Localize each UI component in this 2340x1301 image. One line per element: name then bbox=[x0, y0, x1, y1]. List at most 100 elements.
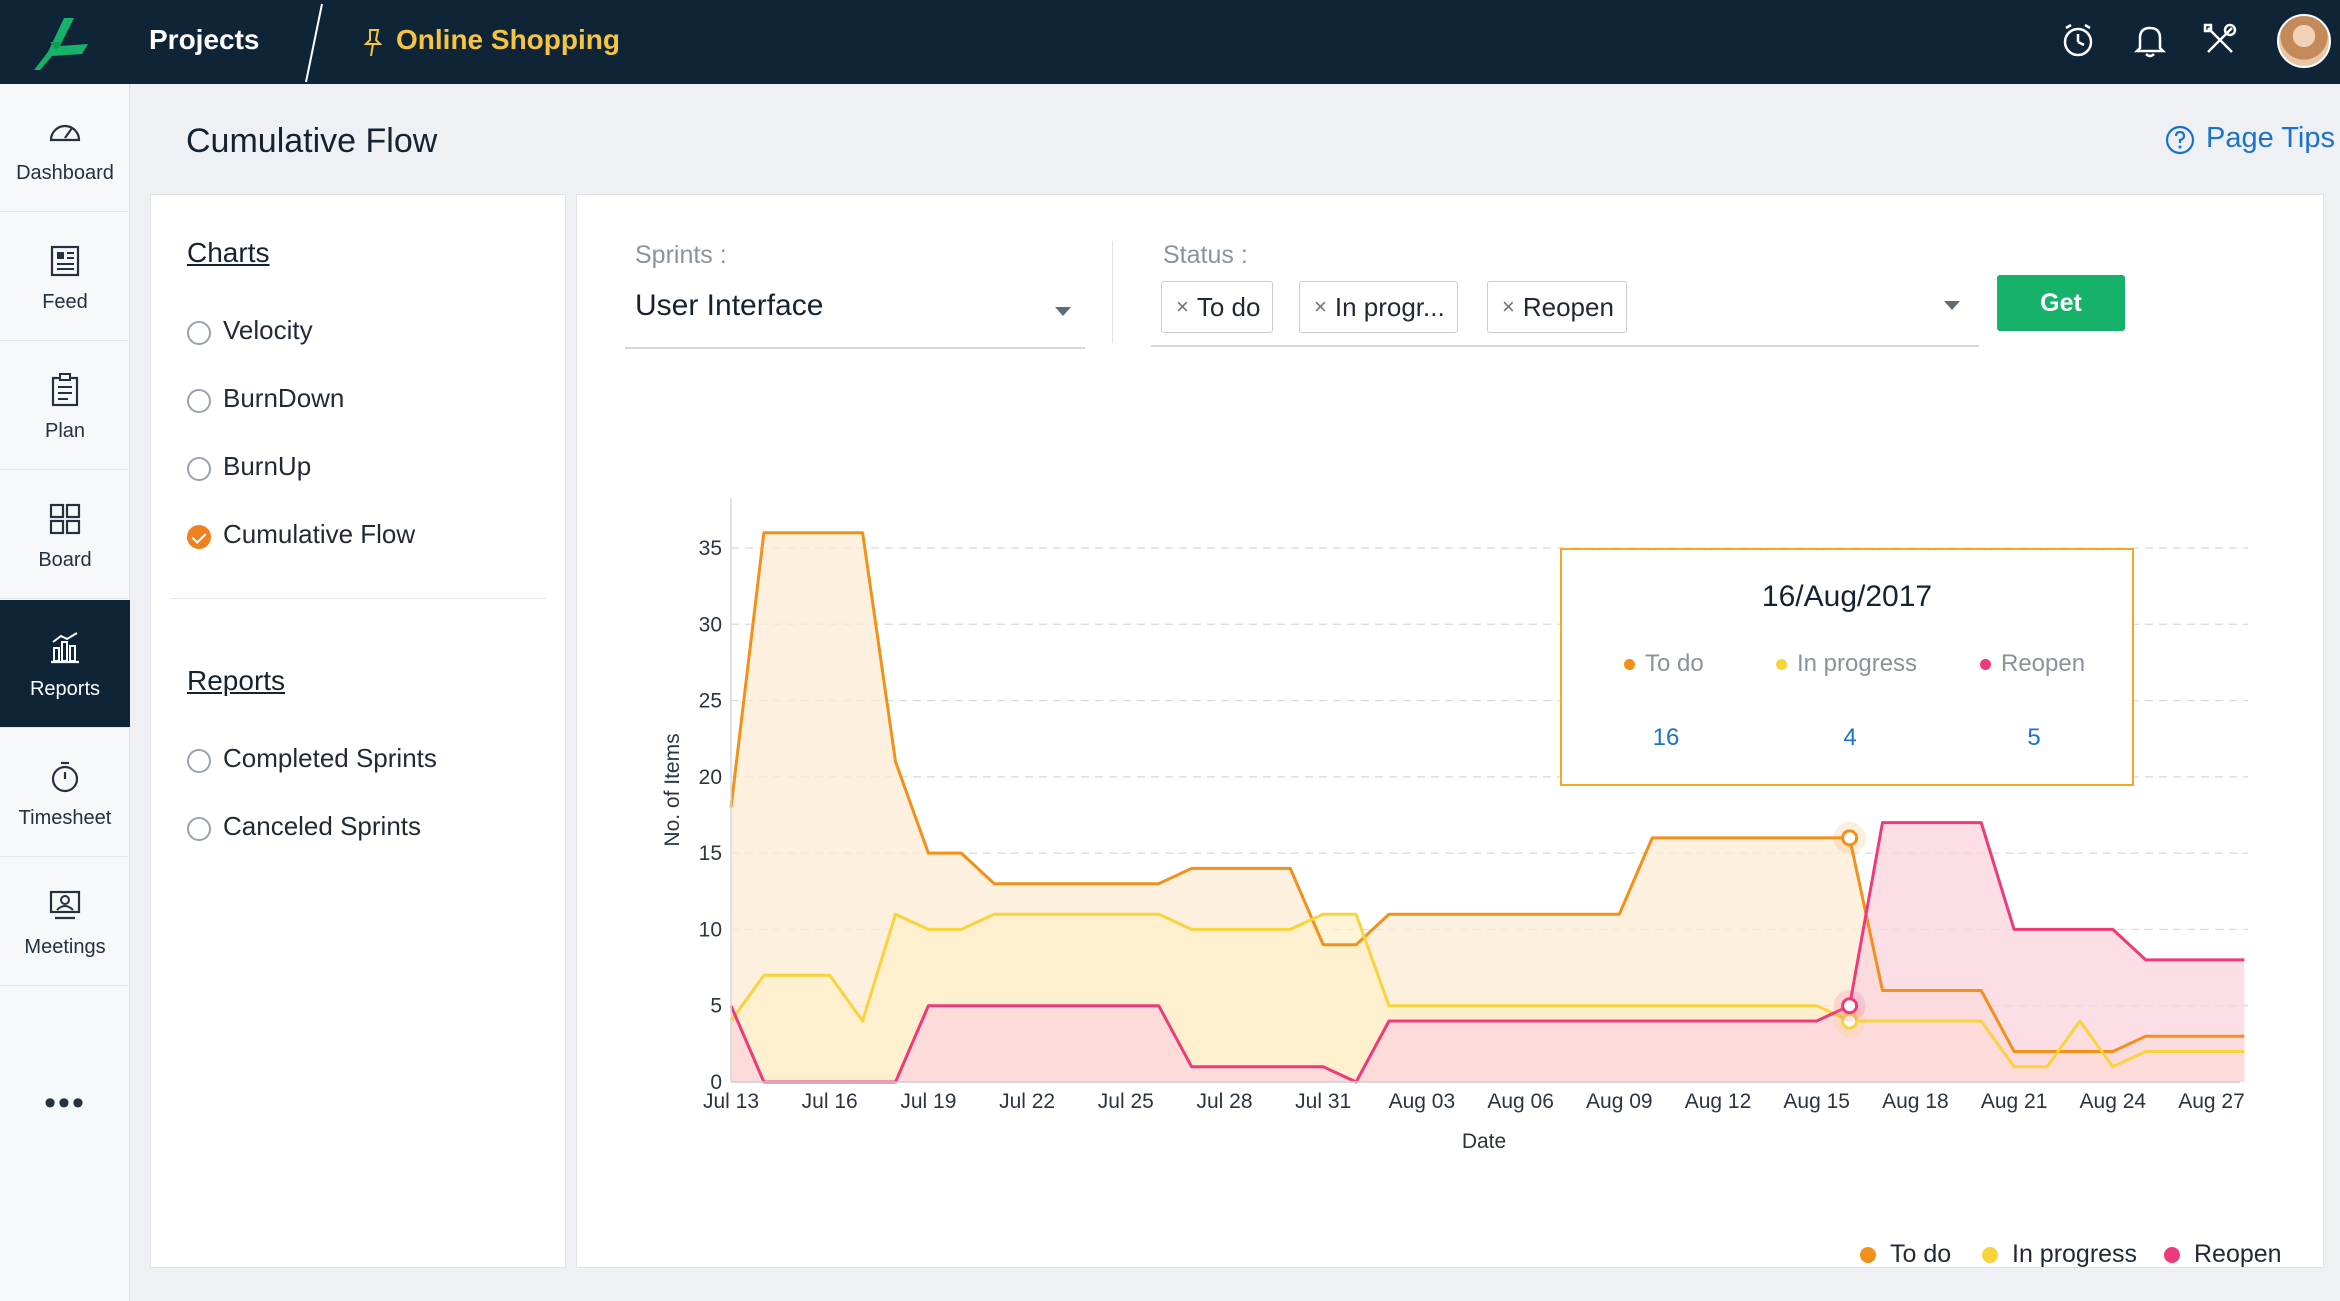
bell-icon[interactable] bbox=[2130, 20, 2170, 60]
meetings-icon bbox=[49, 890, 81, 920]
help-icon[interactable] bbox=[2164, 124, 2196, 156]
nav-label-plan: Plan bbox=[44, 420, 86, 442]
y-tick-label: 30 bbox=[699, 613, 722, 636]
nav-item-reports[interactable]: Reports bbox=[0, 600, 130, 728]
tooltip-date: 16/Aug/2017 bbox=[1761, 580, 1933, 613]
chart-tooltip: 16/Aug/2017 To do In progress Reopen 16 … bbox=[1560, 548, 2134, 786]
tooltip-series-to-do: To do bbox=[1624, 650, 1704, 678]
legend-dot bbox=[1982, 1246, 1998, 1263]
legend-label: In progress bbox=[2012, 1240, 2138, 1268]
page-title: Cumulative Flow bbox=[186, 122, 438, 160]
pin-icon bbox=[363, 29, 383, 57]
x-tick-label: Jul 22 bbox=[999, 1090, 1055, 1113]
chart-option-velocity[interactable]: Velocity bbox=[187, 313, 547, 353]
series-dot bbox=[1624, 659, 1635, 671]
nav-label-dashboard: Dashboard bbox=[16, 162, 114, 184]
y-tick-label: 35 bbox=[699, 537, 722, 560]
chart-option-burnup[interactable]: BurnUp bbox=[187, 449, 547, 489]
hover-point[interactable] bbox=[1841, 829, 1859, 847]
x-tick-label: Jul 19 bbox=[900, 1090, 956, 1113]
x-tick-label: Aug 03 bbox=[1389, 1090, 1456, 1113]
remove-chip-icon[interactable]: × bbox=[1176, 294, 1189, 319]
tooltip-series-name: To do bbox=[1645, 650, 1704, 677]
tooltip-series-in-progress: In progress bbox=[1776, 650, 1917, 678]
radio-label: Velocity bbox=[223, 315, 313, 345]
nav-item-timesheet[interactable]: Timesheet bbox=[0, 729, 130, 857]
x-tick-label: Aug 12 bbox=[1685, 1090, 1752, 1113]
nav-item-board[interactable]: Board bbox=[0, 471, 130, 599]
series-line-to-do[interactable] bbox=[729, 531, 2245, 1053]
get-button[interactable]: Get bbox=[1997, 275, 2125, 331]
radio-button[interactable] bbox=[187, 817, 211, 841]
x-tick-label: Aug 24 bbox=[2080, 1090, 2147, 1113]
chevron-down-icon[interactable] bbox=[1055, 307, 1071, 316]
breadcrumb-separator-icon bbox=[305, 3, 323, 83]
panel-divider bbox=[171, 598, 547, 599]
legend-item-to-do[interactable]: To do bbox=[1860, 1240, 1951, 1270]
report-option-canceled-sprints[interactable]: Canceled Sprints bbox=[187, 809, 547, 849]
status-chip-to-do: × To do bbox=[1161, 281, 1274, 333]
nav-item-feed[interactable]: Feed bbox=[0, 213, 130, 341]
radio-label: Canceled Sprints bbox=[223, 811, 421, 841]
tooltip-value-reopen: 5 bbox=[2027, 724, 2041, 751]
more-icon[interactable]: ••• bbox=[44, 1084, 86, 1122]
radio-label: BurnDown bbox=[223, 383, 345, 413]
hover-point[interactable] bbox=[1841, 997, 1859, 1015]
status-label: Status : bbox=[1163, 241, 1248, 269]
reports-icon bbox=[51, 632, 79, 664]
page-tips-link[interactable]: Page Tips bbox=[2206, 122, 2335, 154]
legend-item-in-progress[interactable]: In progress bbox=[1982, 1240, 2137, 1270]
chart-option-cumulative-flow[interactable]: Cumulative Flow bbox=[187, 517, 547, 557]
y-tick-label: 0 bbox=[710, 1071, 722, 1094]
project-name[interactable]: Online Shopping bbox=[396, 24, 620, 55]
dashboard-icon bbox=[49, 124, 81, 142]
legend-item-reopen[interactable]: Reopen bbox=[2164, 1240, 2282, 1270]
y-tick-label: 15 bbox=[699, 842, 722, 865]
radio-button[interactable] bbox=[187, 321, 211, 345]
radio-button-checked[interactable] bbox=[187, 525, 211, 549]
report-option-completed-sprints[interactable]: Completed Sprints bbox=[187, 741, 547, 781]
nav-item-meetings[interactable]: Meetings bbox=[0, 858, 130, 986]
legend-label: To do bbox=[1890, 1240, 1952, 1268]
chevron-down-icon[interactable] bbox=[1944, 301, 1960, 310]
area-reopen bbox=[731, 822, 2245, 1082]
x-axis-title: Date bbox=[1462, 1130, 1506, 1153]
x-tick-label: Jul 16 bbox=[802, 1090, 858, 1113]
nav-label-reports: Reports bbox=[29, 678, 101, 700]
series-dot bbox=[1776, 659, 1787, 671]
series-line-reopen[interactable] bbox=[729, 821, 2245, 1084]
y-tick-label: 20 bbox=[699, 766, 722, 789]
timer-icon[interactable] bbox=[2058, 20, 2098, 60]
series-line-in-progress[interactable] bbox=[729, 912, 2245, 1069]
x-tick-label: Aug 09 bbox=[1586, 1090, 1653, 1113]
report-type-panel: Charts Velocity BurnDown BurnUp Cumulati… bbox=[150, 194, 566, 1268]
nav-label-feed: Feed bbox=[42, 291, 88, 313]
plan-icon bbox=[51, 373, 79, 407]
tooltip-value-in-progress: 4 bbox=[1843, 724, 1857, 751]
radio-label: Completed Sprints bbox=[223, 743, 437, 773]
radio-label: Cumulative Flow bbox=[223, 519, 416, 549]
radio-button[interactable] bbox=[187, 749, 211, 773]
user-avatar[interactable] bbox=[2277, 14, 2331, 68]
feed-icon bbox=[50, 245, 80, 277]
x-tick-label: Aug 21 bbox=[1981, 1090, 2048, 1113]
app-logo-icon[interactable] bbox=[30, 14, 96, 74]
legend-dot bbox=[2164, 1246, 2180, 1263]
remove-chip-icon[interactable]: × bbox=[1502, 294, 1515, 319]
radio-button[interactable] bbox=[187, 389, 211, 413]
radio-button[interactable] bbox=[187, 457, 211, 481]
sprint-select-underline bbox=[625, 347, 1085, 349]
nav-item-dashboard[interactable]: Dashboard bbox=[0, 84, 130, 212]
chart-option-burndown[interactable]: BurnDown bbox=[187, 381, 547, 421]
remove-chip-icon[interactable]: × bbox=[1314, 294, 1327, 319]
tooltip-value-to-do: 16 bbox=[1652, 724, 1680, 751]
series-dot bbox=[1980, 659, 1991, 671]
nav-item-plan[interactable]: Plan bbox=[0, 342, 130, 470]
sprint-select[interactable]: User Interface bbox=[635, 289, 824, 322]
tools-icon[interactable] bbox=[2200, 20, 2240, 60]
projects-link[interactable]: Projects bbox=[149, 24, 260, 55]
legend-label: Reopen bbox=[2194, 1240, 2282, 1268]
left-nav: Dashboard Feed Plan Board bbox=[0, 84, 130, 1301]
chip-label: In progr... bbox=[1334, 292, 1445, 322]
